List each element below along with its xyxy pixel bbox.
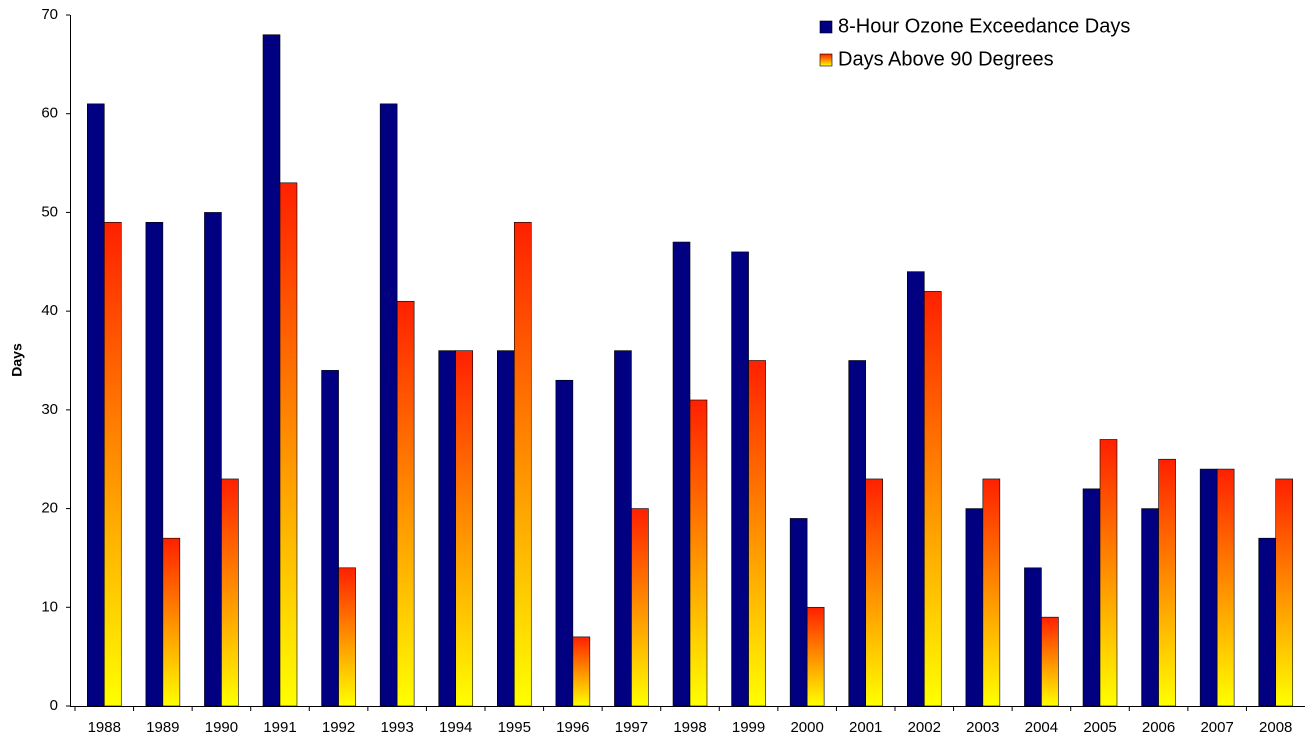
x-tick-label: 1988 [88, 719, 121, 736]
bar [1275, 478, 1293, 707]
bar [379, 103, 398, 707]
bar [731, 251, 749, 707]
y-tick-label: 60 [41, 105, 58, 122]
bar [103, 222, 122, 707]
bar [455, 350, 474, 707]
legend-label: 8-Hour Ozone Exceedance Days [838, 15, 1130, 37]
bar [321, 370, 339, 707]
x-tick-label: 2001 [849, 719, 882, 736]
bar [279, 182, 298, 707]
x-tick-label: 2002 [908, 719, 941, 736]
x-tick-label: 1995 [498, 719, 531, 736]
bar [1099, 439, 1118, 707]
bar [1199, 468, 1218, 707]
x-tick-label: 2003 [966, 719, 999, 736]
y-axis-title: Days [9, 343, 25, 377]
bar [1041, 616, 1059, 707]
bar [438, 350, 457, 707]
bar [848, 360, 867, 707]
bar [1258, 537, 1277, 707]
legend-label: Days Above 90 Degrees [838, 48, 1054, 70]
x-tick-label: 2008 [1259, 719, 1292, 736]
y-tick-label: 70 [41, 6, 58, 23]
y-tick-label: 0 [50, 697, 58, 714]
bar [162, 537, 181, 707]
bar [1082, 488, 1101, 707]
x-tick-label: 2005 [1083, 719, 1116, 736]
x-tick-label: 1999 [732, 719, 765, 736]
bar [748, 360, 766, 707]
bar [204, 212, 222, 707]
bar [396, 300, 415, 707]
x-tick-label: 2004 [1025, 719, 1058, 736]
y-tick-label: 30 [41, 401, 58, 418]
x-tick-label: 2000 [790, 719, 823, 736]
x-tick-label: 2006 [1142, 719, 1175, 736]
bar [789, 518, 808, 707]
bar [1158, 458, 1176, 707]
bar [87, 103, 105, 707]
legend-swatch [819, 20, 833, 34]
bar [806, 606, 825, 707]
bar [906, 271, 925, 707]
bar [631, 508, 649, 707]
bar [221, 478, 239, 707]
bar [923, 291, 942, 707]
x-tick-label: 1989 [146, 719, 179, 736]
bar [513, 222, 532, 707]
bar [689, 399, 708, 707]
bar [865, 478, 884, 707]
bar [145, 222, 164, 707]
bar [672, 241, 691, 707]
bar [496, 350, 515, 707]
x-tick-label: 1990 [205, 719, 238, 736]
x-tick-label: 1994 [439, 719, 472, 736]
y-tick-label: 10 [41, 598, 58, 615]
x-tick-label: 1996 [556, 719, 589, 736]
bar [555, 379, 574, 707]
legend-swatch [819, 53, 833, 67]
bar [965, 508, 984, 707]
x-tick-label: 1993 [380, 719, 413, 736]
bar [982, 478, 1001, 707]
y-tick-label: 40 [41, 302, 58, 319]
bar [572, 636, 591, 707]
bar [1024, 567, 1042, 707]
x-tick-label: 2007 [1200, 719, 1233, 736]
bar [1216, 468, 1235, 707]
x-tick-label: 1998 [673, 719, 706, 736]
y-tick-label: 20 [41, 500, 58, 517]
bar [338, 567, 356, 707]
x-tick-label: 1992 [322, 719, 355, 736]
bar [614, 350, 632, 707]
x-tick-label: 1997 [615, 719, 648, 736]
x-tick-label: 1991 [263, 719, 296, 736]
y-tick-label: 50 [41, 203, 58, 220]
bar [262, 34, 281, 707]
bar [1141, 508, 1159, 707]
